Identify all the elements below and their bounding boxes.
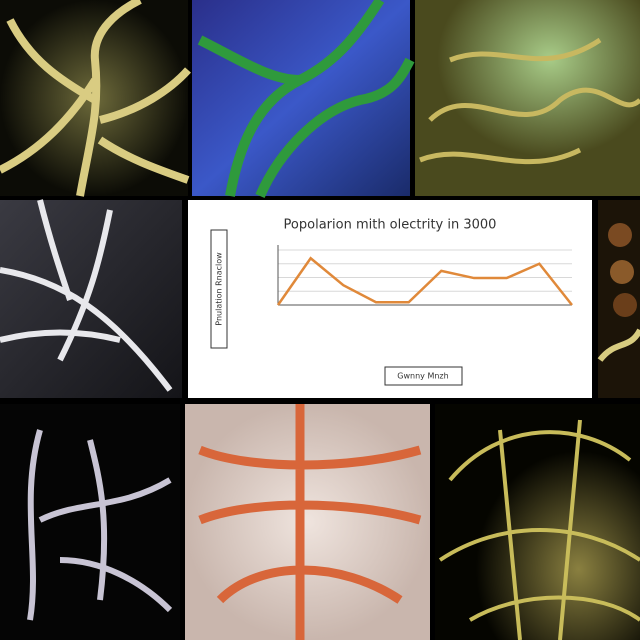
y-label-box (210, 229, 228, 349)
veins (27, 429, 173, 621)
data-line (276, 256, 573, 306)
tile-white-coral (0, 404, 180, 640)
legend-entry: Gwnny Mnzh (397, 372, 448, 381)
plot (276, 245, 573, 306)
veins (0, 0, 191, 197)
veins (197, 0, 415, 199)
veins (419, 37, 640, 165)
veins (198, 404, 422, 640)
veins (438, 419, 640, 640)
tile-orange (185, 404, 430, 640)
chart-panel (188, 200, 592, 398)
legend-box (384, 366, 463, 386)
y-axis-label: Pnulation Rnaclow (215, 252, 224, 326)
chart-title: Popolarion mith olectrity in 3000 (284, 218, 497, 233)
veins (0, 199, 173, 392)
